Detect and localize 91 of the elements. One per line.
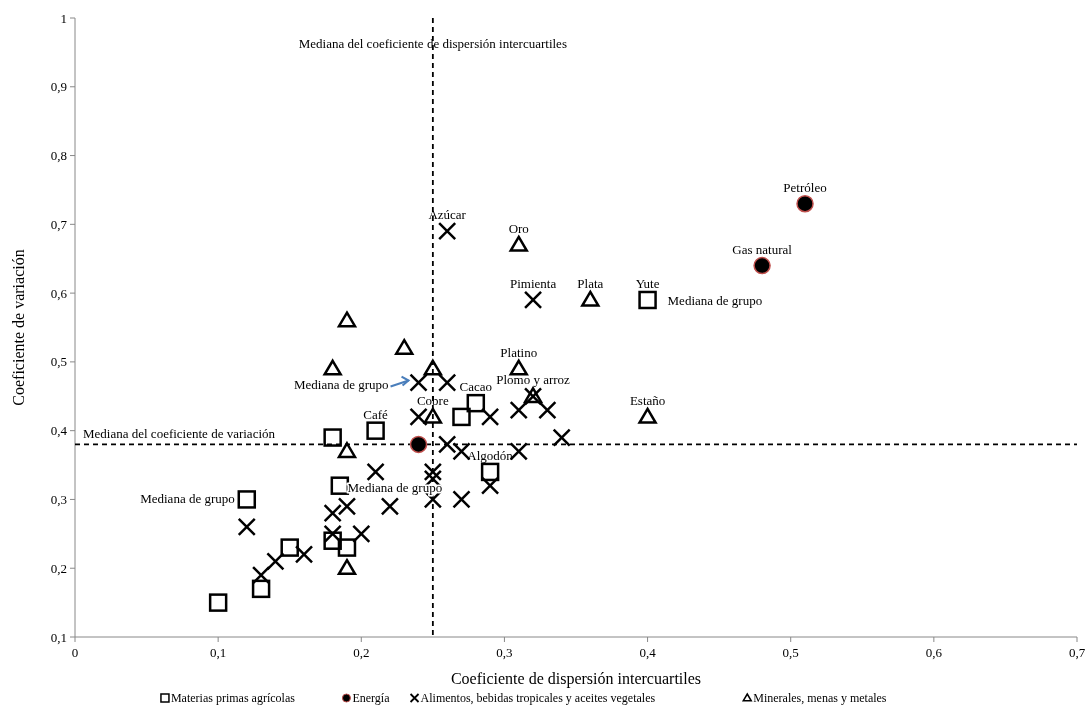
point [581, 290, 600, 307]
annotation: Pimienta [509, 275, 557, 291]
x-tick-label: 0,3 [496, 645, 513, 660]
y-tick-label: 0,8 [50, 148, 67, 164]
point [509, 400, 528, 420]
point [280, 538, 299, 557]
annotation: Gas natural [732, 241, 793, 257]
y-tick-label: 0,6 [50, 285, 68, 301]
point [330, 476, 350, 495]
point [380, 497, 400, 516]
point [552, 428, 571, 447]
annotation: Yute [635, 275, 660, 291]
annotation: Mediana de grupo [667, 292, 763, 308]
point [638, 290, 657, 310]
point [294, 545, 314, 564]
y-axis-title: Coeficiente de variación [10, 249, 27, 406]
point [323, 531, 342, 550]
annotation: Petróleo [783, 179, 827, 195]
x-tick-label: 0 [71, 645, 79, 660]
point [323, 503, 342, 523]
y-tick-label: 0,7 [50, 216, 68, 232]
point [509, 359, 528, 376]
point [753, 256, 771, 275]
point [352, 524, 371, 544]
annotation: Mediana de grupo [140, 491, 235, 507]
point [337, 558, 357, 576]
point [394, 338, 414, 355]
point [237, 517, 257, 537]
annotation: Café [363, 406, 389, 422]
point [409, 407, 428, 427]
x-tick-label: 0,7 [1068, 645, 1086, 660]
x-axis-title: Coeficiente de dispersión intercuartiles [450, 670, 702, 688]
point [437, 373, 457, 392]
y-tick-label: 0,1 [50, 629, 67, 645]
ref-line-label: Mediana del coeficiente de variación [83, 426, 276, 442]
x-tick-label: 0,2 [353, 645, 370, 660]
point [366, 462, 385, 482]
x-tick-label: 0,5 [782, 645, 799, 660]
y-tick-label: 0,4 [50, 423, 68, 439]
y-tick-label: 1 [60, 10, 67, 26]
point [251, 579, 271, 599]
y-tick-label: 0,2 [50, 560, 67, 576]
annotation: Azúcar [428, 207, 467, 223]
y-tick-label: 0,9 [50, 79, 67, 95]
point [796, 194, 814, 213]
point [437, 221, 457, 241]
point [208, 593, 228, 612]
point [323, 359, 342, 376]
point [437, 435, 457, 454]
point [466, 393, 486, 413]
point [480, 476, 500, 495]
x-tick-label: 0,6 [925, 645, 943, 660]
point [409, 435, 428, 454]
point [538, 400, 557, 420]
annotation: Algodón [467, 447, 514, 463]
point [323, 524, 342, 544]
point [423, 462, 443, 482]
point [237, 490, 257, 509]
point [337, 311, 357, 328]
x-tick-label: 0,1 [210, 645, 227, 660]
y-tick-label: 0,5 [50, 354, 67, 370]
point [509, 235, 528, 252]
point [638, 407, 657, 424]
point [480, 462, 500, 482]
x-tick-label: 0,4 [639, 645, 657, 660]
point [423, 359, 443, 376]
annotation: Estaño [629, 392, 666, 408]
annotation: Mediana de grupo [293, 376, 389, 392]
point [480, 407, 500, 427]
point [337, 497, 357, 516]
annotation: Plata [577, 275, 604, 291]
legend-label: Energía [352, 691, 391, 705]
annotation: Oro [508, 220, 529, 236]
annotation: Plomo y arroz [496, 372, 571, 388]
legend-label: Alimentos, bebidas tropicales y aceites vegetales [420, 691, 656, 705]
point [452, 490, 471, 509]
point [452, 407, 471, 427]
annotation: Cobre [416, 392, 449, 408]
point [423, 407, 443, 424]
point [409, 373, 428, 392]
legend-label: Minerales, menas y metales [753, 691, 887, 705]
y-tick-label: 0,3 [50, 491, 67, 507]
point [337, 538, 357, 557]
annotation: Cacao [459, 379, 493, 395]
legend-label: Materias primas agrícolas [170, 691, 296, 705]
point [266, 552, 285, 571]
annotation: Platino [500, 344, 538, 360]
point [366, 421, 385, 440]
point [323, 428, 342, 447]
point [337, 442, 357, 459]
point [523, 290, 543, 310]
